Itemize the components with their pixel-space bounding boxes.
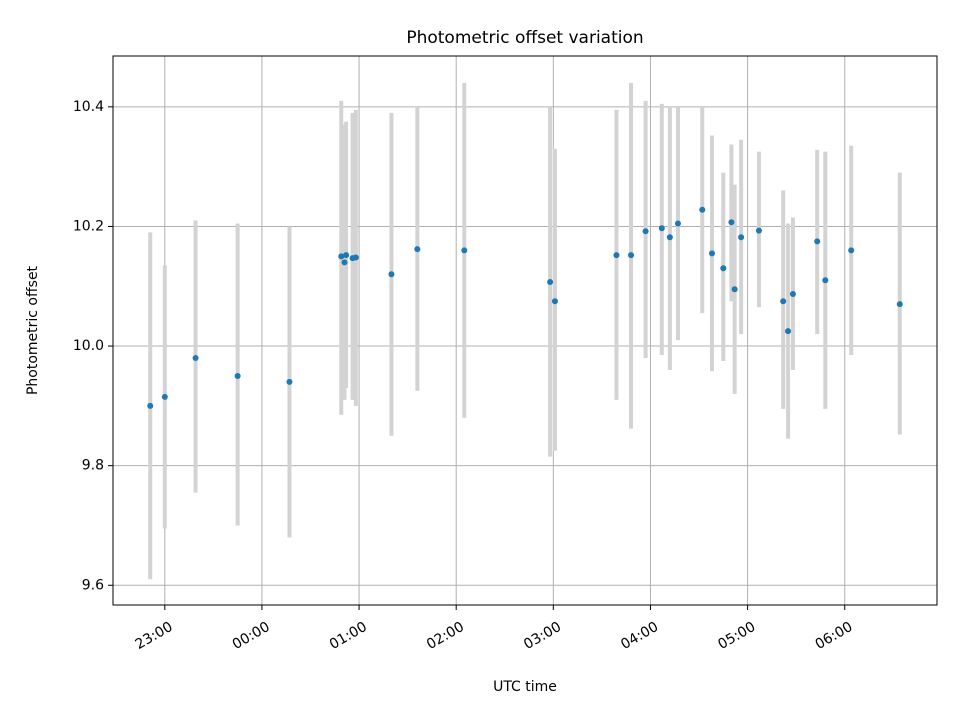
y-axis-label: Photometric offset [25,265,41,395]
data-point [814,238,821,245]
data-point [388,271,395,278]
data-point [848,247,855,254]
data-point [785,328,792,335]
data-point [789,291,796,298]
y-tick-label: 9.8 [82,458,104,474]
y-tick-label: 10.2 [73,218,104,234]
x-tick-label: 23:00 [133,619,176,653]
data-point [192,355,199,362]
data-point [551,298,558,305]
x-tick-label: 00:00 [230,619,273,653]
data-point [147,402,154,409]
data-point [699,206,706,213]
x-tick-label: 04:00 [618,619,661,653]
data-point [547,279,554,286]
x-tick-label: 06:00 [813,619,856,653]
data-point [341,259,348,266]
data-point [780,298,787,305]
x-tick-label: 01:00 [327,619,370,653]
x-axis-label: UTC time [493,679,557,695]
data-point [738,234,745,241]
data-point [708,250,715,257]
data-point [731,286,738,293]
data-point [720,265,727,272]
data-point [728,219,735,226]
data-point [628,252,635,259]
x-tick-label: 05:00 [715,619,758,653]
data-point [161,393,168,400]
data-point [343,252,350,259]
data-point [461,247,468,254]
y-tick-label: 9.6 [82,577,104,593]
data-point [414,246,421,253]
point-layer [147,206,903,409]
plot-frame [112,55,938,606]
data-point [666,234,673,241]
data-point [755,227,762,234]
data-point [613,252,620,259]
data-point [674,220,681,227]
data-point [338,253,345,260]
y-tick-label: 10.4 [73,99,104,115]
data-point [658,225,665,232]
x-tick-label: 03:00 [521,619,564,653]
x-tick-label: 02:00 [424,619,467,653]
chart-title: Photometric offset variation [406,28,643,48]
data-point [896,301,903,308]
data-point [822,277,829,284]
y-tick-label: 10.0 [73,338,104,354]
data-point [234,372,241,379]
data-point [352,254,359,261]
data-point [286,378,293,385]
data-point [642,228,649,235]
